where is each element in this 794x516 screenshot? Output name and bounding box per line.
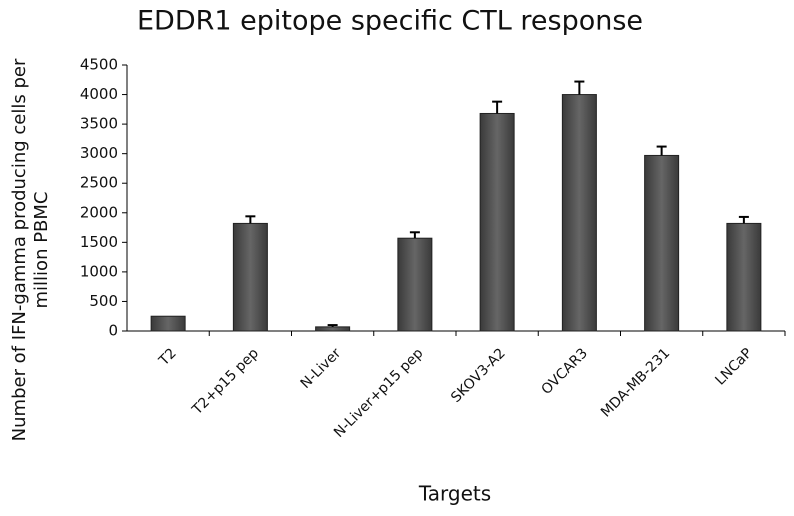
x-axis-label: Targets bbox=[418, 482, 491, 506]
x-tick-label: T2 bbox=[155, 345, 179, 369]
bar bbox=[644, 154, 680, 332]
y-tick-label: 4000 bbox=[80, 85, 118, 103]
y-tick-label: 1000 bbox=[80, 262, 118, 280]
y-tick-label: 2000 bbox=[80, 203, 118, 221]
x-tick-label: T2+p15 pep bbox=[189, 345, 262, 418]
bar bbox=[479, 112, 515, 332]
x-tick-label: SKOV3-A2 bbox=[448, 345, 509, 406]
y-tick-label: 3500 bbox=[80, 115, 118, 133]
error-bar bbox=[492, 100, 503, 114]
y-axis-label: Number of IFN-gamma producing cells per bbox=[9, 58, 30, 441]
y-tick-label: 4500 bbox=[80, 56, 118, 74]
x-tick-label: LNCaP bbox=[712, 345, 755, 388]
y-tick-label: 2500 bbox=[80, 174, 118, 192]
bar bbox=[150, 315, 186, 332]
y-tick-label: 500 bbox=[89, 292, 118, 310]
error-bar bbox=[409, 231, 420, 239]
error-bar bbox=[327, 324, 338, 327]
y-tick-label: 3000 bbox=[80, 144, 118, 162]
error-bar bbox=[738, 215, 749, 224]
bar bbox=[315, 326, 351, 332]
x-tick-label: N-Liver+p15 pep bbox=[331, 345, 427, 441]
y-axis-label: million PBMC bbox=[31, 192, 52, 309]
bar bbox=[561, 94, 597, 332]
x-tick-label: MDA-MB-231 bbox=[598, 345, 673, 420]
bar bbox=[397, 237, 433, 332]
y-tick-label: 0 bbox=[108, 322, 118, 340]
error-bar bbox=[656, 145, 667, 156]
x-tick-label: N-Liver bbox=[298, 345, 345, 392]
chart-title: EDDR1 epitope specific CTL response bbox=[137, 6, 643, 37]
error-bar bbox=[574, 80, 585, 95]
error-bar bbox=[245, 215, 256, 224]
x-tick-label: OVCAR3 bbox=[538, 345, 591, 398]
bar bbox=[232, 222, 268, 332]
bar bbox=[726, 222, 762, 332]
y-tick-label: 1500 bbox=[80, 233, 118, 251]
